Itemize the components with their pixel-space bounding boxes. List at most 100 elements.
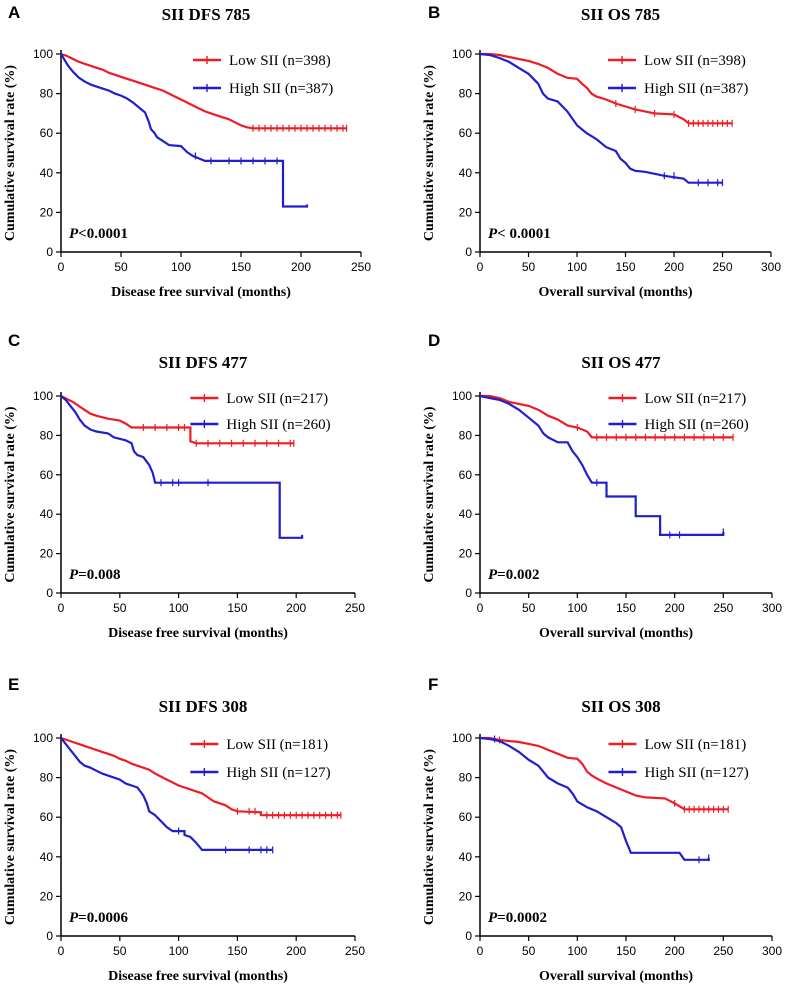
y-tick-label: 80 (40, 87, 54, 101)
x-tick-label: 200 (665, 601, 685, 615)
legend-label: Low SII (n=181) (644, 737, 746, 753)
p-value-prefix: P (488, 226, 498, 242)
x-axis-label: Disease free survival (months) (111, 285, 291, 300)
x-axis-label: Disease free survival (months) (108, 626, 288, 641)
chart-title: SII OS 785 (581, 5, 660, 24)
survival-curve (60, 52, 347, 130)
y-tick-label: 100 (452, 731, 472, 745)
x-tick-label: 100 (171, 260, 191, 274)
x-tick-label: 150 (227, 944, 247, 958)
y-tick-label: 0 (465, 245, 472, 259)
y-tick-label: 20 (459, 889, 473, 903)
series-low-sii: Low SII (n=217) (480, 391, 746, 441)
series-low-sii: Low SII (n=398) (480, 52, 746, 127)
survival-curve (60, 395, 294, 445)
chart-panel-f: F SII OS 308 0 50 100 150 200 250 300 0 20 40 60 80 10… (422, 675, 782, 984)
y-tick-label: 20 (40, 547, 54, 561)
legend-label: High SII (n=387) (229, 81, 333, 97)
survival-curve (479, 394, 725, 536)
x-tick-label: 50 (113, 944, 127, 958)
series-high-sii: High SII (n=260) (479, 394, 749, 539)
p-value-prefix: P (488, 910, 498, 926)
y-axis-label: Cumulative survival rate (%) (422, 406, 437, 582)
series-low-sii: Low SII (n=398) (60, 52, 348, 132)
legend-label: High SII (n=260) (644, 417, 748, 433)
p-value-text: <0.0001 (78, 226, 128, 242)
x-tick-label: 200 (286, 601, 306, 615)
legend-label: Low SII (n=398) (229, 53, 331, 69)
series-high-sii: High SII (n=127) (479, 735, 749, 864)
legend-label: High SII (n=127) (644, 765, 748, 781)
x-tick-label: 200 (286, 944, 306, 958)
x-tick-label: 0 (58, 601, 65, 615)
y-tick-label: 80 (40, 771, 54, 785)
x-axis-label: Overall survival (months) (539, 626, 693, 641)
legend-label: Low SII (n=217) (226, 391, 328, 407)
x-tick-label: 200 (665, 944, 685, 958)
x-tick-label: 250 (713, 601, 733, 615)
legend-label: High SII (n=260) (226, 417, 330, 433)
y-tick-label: 60 (40, 810, 54, 824)
p-value: P=0.0006 (69, 910, 128, 926)
x-tick-label: 200 (291, 260, 311, 274)
y-tick-label: 60 (459, 810, 473, 824)
chart-panel-b: B SII OS 785 0 50 100 150 200 250 300 0 20 40 60 80 10… (422, 3, 781, 300)
survival-curve (60, 736, 341, 817)
p-value-prefix: P (69, 910, 79, 926)
series-low-sii: Low SII (n=181) (480, 736, 746, 813)
y-tick-label: 40 (459, 850, 473, 864)
y-tick-label: 60 (40, 468, 54, 482)
p-value: P< 0.0001 (488, 226, 551, 242)
y-tick-label: 80 (40, 428, 54, 442)
survival-curve (60, 737, 273, 851)
legend-label: High SII (n=387) (644, 81, 748, 97)
legend-label: Low SII (n=217) (644, 391, 746, 407)
chart-title: SII OS 477 (581, 353, 661, 372)
legend-label: High SII (n=127) (226, 765, 330, 781)
series-high-sii: High SII (n=127) (60, 737, 331, 854)
x-tick-label: 300 (762, 944, 782, 958)
y-tick-label: 20 (459, 547, 473, 561)
p-value: P=0.008 (69, 567, 120, 583)
x-tick-label: 250 (713, 944, 733, 958)
x-tick-label: 0 (477, 260, 484, 274)
x-tick-label: 150 (616, 601, 636, 615)
survival-curve (480, 394, 734, 439)
x-tick-label: 250 (351, 260, 371, 274)
y-tick-label: 100 (33, 47, 53, 61)
y-tick-label: 100 (452, 47, 472, 61)
p-value-text: < 0.0001 (497, 226, 551, 242)
series-high-sii: High SII (n=260) (60, 395, 331, 539)
y-tick-label: 0 (46, 245, 53, 259)
x-tick-label: 50 (113, 601, 127, 615)
legend-label: Low SII (n=398) (644, 53, 746, 69)
x-tick-label: 0 (58, 260, 65, 274)
panel-letter: C (8, 331, 20, 350)
y-axis-label: Cumulative survival rate (%) (3, 406, 18, 582)
legend-label: Low SII (n=181) (226, 737, 328, 753)
x-tick-label: 150 (616, 944, 636, 958)
x-tick-label: 100 (169, 944, 189, 958)
x-tick-label: 250 (345, 601, 365, 615)
survival-curve (480, 736, 729, 811)
chart-title: SII DFS 785 (162, 5, 251, 24)
p-value-prefix: P (69, 567, 79, 583)
x-tick-label: 50 (522, 944, 536, 958)
x-axis-label: Disease free survival (months) (108, 969, 288, 984)
x-tick-label: 100 (169, 601, 189, 615)
p-value-prefix: P (69, 226, 79, 242)
y-tick-label: 40 (40, 166, 54, 180)
p-value: P<0.0001 (69, 226, 128, 242)
x-tick-label: 50 (522, 601, 536, 615)
p-value: P=0.002 (488, 567, 539, 583)
y-axis-label: Cumulative survival rate (%) (422, 749, 437, 925)
p-value: P=0.0002 (488, 910, 547, 926)
panel-letter: F (428, 675, 438, 694)
y-tick-label: 0 (46, 929, 53, 943)
y-tick-label: 80 (459, 428, 473, 442)
survival-curve (60, 395, 304, 539)
y-tick-label: 40 (459, 166, 473, 180)
y-tick-label: 40 (459, 507, 473, 521)
p-value-text: =0.0006 (78, 910, 128, 926)
chart-title: SII DFS 308 (159, 697, 248, 716)
